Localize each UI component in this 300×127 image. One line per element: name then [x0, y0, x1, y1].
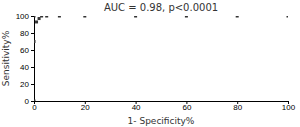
y-tick-mark — [31, 101, 34, 102]
x-tick-label: 80 — [233, 103, 242, 112]
point — [134, 16, 137, 18]
x-tick: 20 — [81, 101, 90, 112]
x-tick-label: 40 — [132, 103, 141, 112]
y-axis-line — [31, 17, 35, 102]
y-tick-mark — [31, 33, 34, 34]
y-tick-mark — [31, 50, 34, 51]
y-tick: 40 — [20, 63, 34, 72]
y-tick-label: 40 — [20, 63, 29, 72]
y-tick-label: 60 — [20, 46, 29, 55]
point — [34, 100, 36, 102]
x-tick: 0 — [32, 101, 37, 112]
y-tick-label: 0 — [25, 97, 30, 106]
point — [35, 20, 38, 23]
point — [34, 16, 36, 18]
point — [45, 16, 48, 18]
x-tick: 100 — [282, 101, 296, 112]
title: AUC = 0.98, p<0.0001 — [104, 2, 218, 13]
point — [236, 16, 239, 18]
y-tick: 60 — [20, 46, 34, 55]
point — [83, 16, 86, 18]
x-tick: 40 — [132, 101, 141, 112]
y-axis-title: Sensitivity% — [1, 30, 11, 86]
point — [40, 16, 43, 18]
x-tick: 60 — [182, 101, 191, 112]
chart: 0 20 40 60 80 100 0 20 40 60 80 100 AUC = 0.98, p<0.… — [0, 0, 300, 127]
y-tick: 0 — [25, 97, 34, 106]
y-tick-label: 20 — [20, 80, 29, 89]
y-tick: 100 — [16, 12, 34, 21]
x-axis-line — [35, 102, 289, 105]
x-tick: 80 — [233, 101, 242, 112]
point — [58, 16, 61, 18]
point — [287, 16, 289, 18]
x-axis-title: 1- Specificity% — [128, 116, 195, 126]
x-tick-label: 60 — [182, 103, 191, 112]
x-axis: 0 20 40 60 80 100 — [32, 101, 295, 112]
y-tick-label: 80 — [20, 29, 29, 38]
y-axis: 0 20 40 60 80 100 — [16, 12, 35, 106]
x-tick-label: 100 — [282, 103, 296, 112]
x-tick-label: 0 — [32, 103, 37, 112]
point — [185, 16, 188, 18]
x-tick-label: 20 — [81, 103, 90, 112]
plot-area: 0 20 40 60 80 100 0 20 40 60 80 100 — [16, 12, 296, 112]
y-tick-mark — [31, 16, 34, 17]
y-tick: 20 — [20, 80, 34, 89]
y-tick-mark — [31, 84, 34, 85]
point — [34, 40, 36, 43]
y-tick-label: 100 — [16, 12, 30, 21]
y-tick: 80 — [20, 29, 34, 38]
points — [34, 16, 288, 101]
y-tick-mark — [31, 67, 34, 68]
